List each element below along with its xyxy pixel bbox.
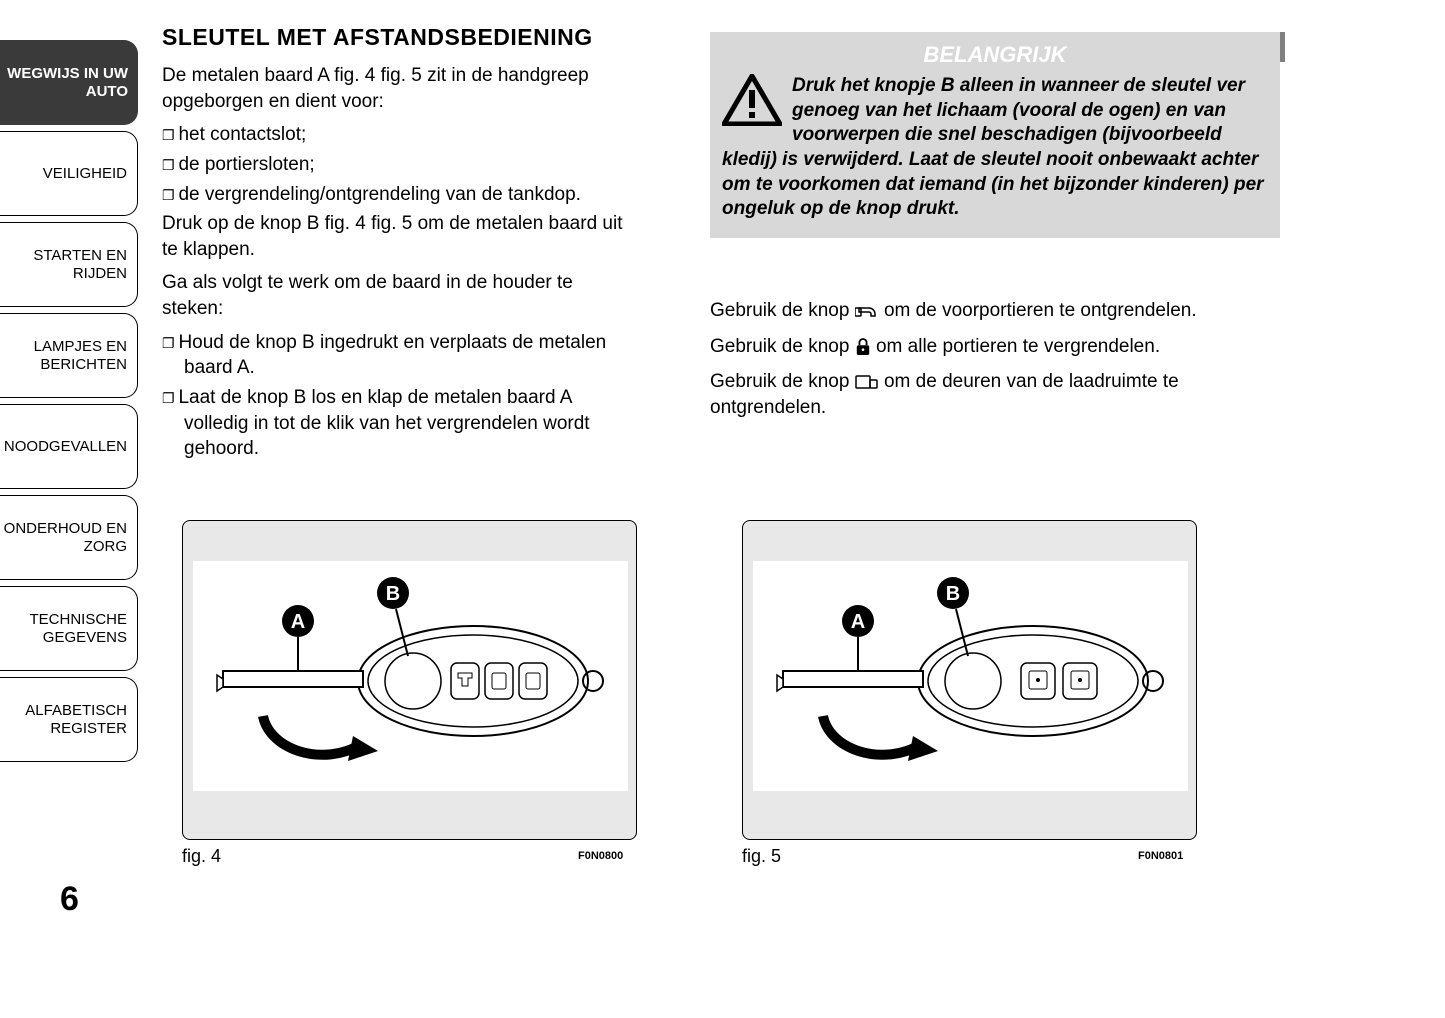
warning-box: BELANGRIJK Druk het knopje B alleen in w… [710, 32, 1280, 238]
svg-text:B: B [946, 583, 960, 605]
page-number: 6 [60, 880, 79, 919]
tab-label: NOODGEVALLEN [4, 438, 127, 456]
paragraph: Ga als volgt te werk om de baard in de h… [162, 270, 637, 321]
bullet-item: Laat de knop B los en klap de metalen ba… [162, 385, 637, 462]
fig4-code: F0N0800 [578, 850, 623, 862]
tab-label: ONDERHOUD EN ZORG [0, 520, 127, 556]
bullet-item: het contactslot; [162, 122, 637, 148]
tab-alfabetisch[interactable]: ALFABETISCH REGISTER [0, 677, 138, 762]
key-fob-diagram-fig5: A B [743, 521, 1198, 841]
fig4-caption: fig. 4 [182, 846, 221, 867]
lock-icon [855, 337, 871, 357]
main-content: SLEUTEL MET AFSTANDSBEDIENING De metalen… [162, 24, 637, 466]
warning-body: Druk het knopje B alleen in wanneer de s… [722, 75, 1264, 219]
right-body: Gebruik de knop om de voorportieren te o… [710, 298, 1280, 421]
fig5-code: F0N0801 [1138, 850, 1183, 862]
tab-lampjes[interactable]: LAMPJES EN BERICHTEN [0, 313, 138, 398]
tab-veiligheid[interactable]: VEILIGHEID [0, 131, 138, 216]
tab-label: LAMPJES EN BERICHTEN [0, 338, 127, 374]
bullet-item: de portiersloten; [162, 152, 637, 178]
right-column: BELANGRIJK Druk het knopje B alleen in w… [710, 32, 1280, 431]
key-fob-diagram-fig4: A B [183, 521, 638, 841]
unlock-cargo-icon [855, 373, 879, 391]
fig5-caption: fig. 5 [742, 846, 781, 867]
warning-triangle-icon [722, 74, 782, 126]
tab-label: ALFABETISCH REGISTER [0, 702, 127, 738]
tab-label: VEILIGHEID [43, 165, 127, 183]
svg-text:A: A [291, 611, 305, 633]
lock-all-para: Gebruik de knop om alle portieren te ver… [710, 334, 1280, 360]
tab-label: STARTEN EN RIJDEN [0, 247, 127, 283]
figure-5: A B [742, 520, 1197, 840]
unlock-cargo-para: Gebruik de knop om de deuren van de laad… [710, 369, 1280, 420]
tab-wegwijs[interactable]: WEGWIJS IN UW AUTO [0, 40, 138, 125]
paragraph: Druk op de knop B fig. 4 fig. 5 om de me… [162, 211, 637, 262]
warning-title: BELANGRIJK [722, 42, 1268, 68]
tab-noodgevallen[interactable]: NOODGEVALLEN [0, 404, 138, 489]
sidebar-nav: WEGWIJS IN UW AUTO VEILIGHEID STARTEN EN… [0, 40, 138, 768]
tab-label: TECHNISCHE GEGEVENS [0, 611, 127, 647]
figure-4: A B [182, 520, 637, 840]
svg-text:A: A [851, 611, 865, 633]
unlock-front-icon [855, 302, 879, 320]
warning-text: Druk het knopje B alleen in wanneer de s… [722, 74, 1268, 222]
section-heading: SLEUTEL MET AFSTANDSBEDIENING [162, 24, 637, 51]
tab-starten[interactable]: STARTEN EN RIJDEN [0, 222, 138, 307]
intro-paragraph: De metalen baard A fig. 4 fig. 5 zit in … [162, 63, 637, 114]
tab-technische[interactable]: TECHNISCHE GEGEVENS [0, 586, 138, 671]
tab-label: WEGWIJS IN UW AUTO [0, 65, 128, 101]
svg-text:B: B [386, 583, 400, 605]
tab-onderhoud[interactable]: ONDERHOUD EN ZORG [0, 495, 138, 580]
bullet-item: Houd de knop B ingedrukt en verplaats de… [162, 330, 637, 381]
bullet-item: de vergrendeling/ontgrendeling van de ta… [162, 182, 637, 208]
unlock-front-para: Gebruik de knop om de voorportieren te o… [710, 298, 1280, 324]
